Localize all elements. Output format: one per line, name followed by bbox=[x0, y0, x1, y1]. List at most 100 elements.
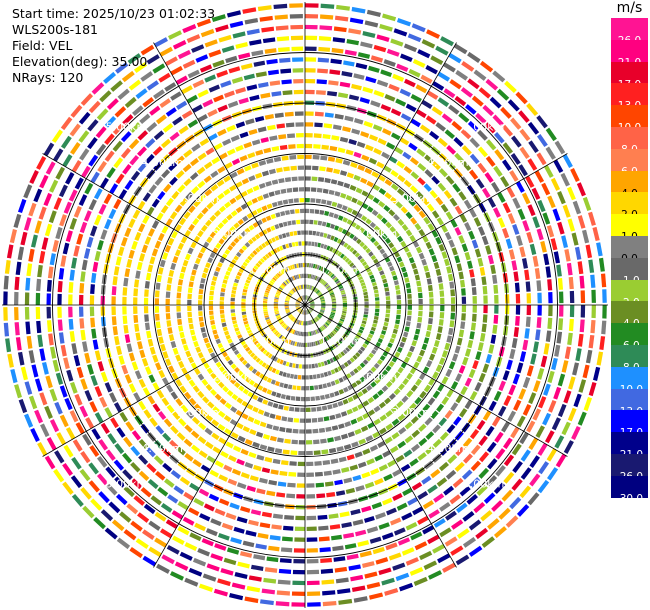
velocity-bin bbox=[51, 129, 63, 143]
velocity-bin bbox=[154, 37, 168, 48]
velocity-bin bbox=[49, 346, 57, 359]
velocity-bin bbox=[451, 120, 463, 131]
velocity-bin bbox=[311, 342, 314, 347]
velocity-bin bbox=[26, 263, 33, 277]
velocity-bin bbox=[146, 447, 156, 458]
velocity-bin bbox=[414, 396, 422, 405]
velocity-bin bbox=[70, 475, 83, 489]
velocity-bin bbox=[319, 311, 324, 315]
velocity-bin bbox=[304, 310, 305, 315]
velocity-bin bbox=[341, 228, 348, 235]
velocity-bin bbox=[286, 493, 296, 499]
colorbar-level: 0.0 bbox=[611, 236, 648, 265]
velocity-bin bbox=[295, 305, 300, 307]
velocity-bin bbox=[175, 354, 182, 362]
velocity-bin bbox=[140, 487, 152, 498]
velocity-bin bbox=[245, 530, 257, 537]
velocity-bin bbox=[41, 237, 49, 250]
velocity-bin bbox=[227, 245, 234, 251]
velocity-bin bbox=[381, 385, 389, 392]
velocity-bin bbox=[378, 200, 386, 208]
velocity-bin bbox=[258, 245, 264, 251]
velocity-bin bbox=[275, 601, 290, 607]
velocity-bin bbox=[464, 222, 472, 232]
velocity-bin bbox=[245, 279, 251, 284]
velocity-bin bbox=[356, 365, 363, 371]
velocity-bin bbox=[293, 548, 305, 553]
velocity-bin bbox=[553, 159, 564, 173]
velocity-bin bbox=[483, 492, 496, 504]
velocity-bin bbox=[577, 261, 584, 275]
velocity-bin bbox=[130, 170, 141, 181]
velocity-bin bbox=[255, 543, 267, 550]
velocity-bin bbox=[90, 317, 96, 328]
velocity-bin bbox=[165, 107, 177, 117]
velocity-bin bbox=[362, 244, 369, 251]
velocity-bin bbox=[368, 157, 378, 165]
velocity-bin bbox=[298, 297, 302, 301]
velocity-bin bbox=[464, 377, 472, 387]
velocity-bin bbox=[184, 229, 192, 238]
velocity-bin bbox=[423, 337, 430, 344]
velocity-bin bbox=[298, 320, 301, 325]
velocity-bin bbox=[262, 300, 268, 304]
velocity-bin bbox=[443, 258, 450, 267]
velocity-bin bbox=[370, 278, 376, 283]
velocity-bin bbox=[448, 361, 456, 370]
velocity-bin bbox=[343, 443, 352, 450]
velocity-bin bbox=[54, 450, 65, 464]
velocity-bin bbox=[492, 114, 504, 127]
velocity-bin bbox=[227, 100, 239, 108]
velocity-bin bbox=[414, 541, 428, 551]
velocity-bin bbox=[167, 237, 175, 246]
velocity-bin bbox=[269, 280, 275, 285]
velocity-bin bbox=[255, 342, 261, 348]
velocity-bin bbox=[519, 432, 529, 445]
velocity-bin bbox=[305, 78, 316, 84]
velocity-bin bbox=[244, 258, 251, 264]
velocity-bin bbox=[266, 320, 272, 325]
velocity-bin bbox=[157, 486, 169, 497]
velocity-bin bbox=[328, 317, 333, 321]
velocity-bin bbox=[469, 137, 480, 149]
velocity-bin bbox=[322, 267, 326, 273]
velocity-bin bbox=[324, 177, 331, 184]
velocity-bin bbox=[410, 531, 423, 541]
velocity-bin bbox=[284, 300, 290, 303]
velocity-bin bbox=[514, 282, 520, 293]
velocity-bin bbox=[488, 400, 497, 412]
velocity-bin bbox=[431, 175, 440, 185]
velocity-bin bbox=[90, 171, 100, 184]
velocity-bin bbox=[411, 262, 417, 270]
velocity-bin bbox=[258, 182, 266, 189]
velocity-bin bbox=[317, 417, 324, 423]
velocity-bin bbox=[95, 126, 107, 139]
velocity-bin bbox=[601, 320, 607, 335]
velocity-bin bbox=[96, 455, 108, 468]
velocity-bin bbox=[282, 360, 287, 366]
velocity-bin bbox=[541, 182, 551, 196]
velocity-bin bbox=[240, 190, 248, 198]
velocity-bin bbox=[334, 566, 348, 573]
velocity-bin bbox=[270, 379, 276, 385]
velocity-bin bbox=[411, 340, 418, 347]
velocity-bin bbox=[158, 369, 166, 379]
velocity-bin bbox=[308, 364, 312, 369]
velocity-bin bbox=[288, 339, 292, 345]
velocity-bin bbox=[280, 547, 293, 553]
velocity-bin bbox=[439, 431, 449, 441]
velocity-bin bbox=[491, 181, 500, 193]
velocity-bin bbox=[343, 60, 355, 67]
colorbar-level: 6.0 bbox=[611, 148, 648, 178]
velocity-bin bbox=[226, 389, 234, 397]
velocity-bin bbox=[265, 180, 272, 187]
velocity-bin bbox=[342, 306, 348, 310]
velocity-bin bbox=[175, 100, 188, 110]
velocity-bin bbox=[373, 147, 382, 155]
velocity-bin bbox=[319, 232, 324, 237]
velocity-bin bbox=[251, 162, 259, 169]
velocity-bin bbox=[455, 373, 463, 382]
velocity-bin bbox=[190, 241, 197, 249]
velocity-bin bbox=[411, 481, 423, 491]
velocity-bin bbox=[474, 382, 482, 392]
